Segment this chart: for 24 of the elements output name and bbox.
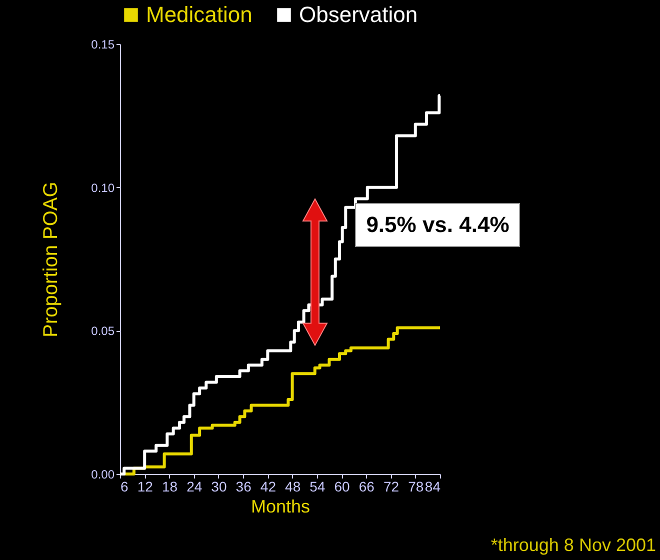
- x-tick-label: 66: [358, 478, 375, 494]
- text: *through 8 Nov 2001: [490, 535, 656, 556]
- x-tick-label: 18: [162, 478, 178, 494]
- x-tick-label: 60: [334, 478, 350, 494]
- x-tick-label: 24: [186, 478, 202, 494]
- y-tick-label: 0.10: [91, 180, 115, 195]
- x-tick-label: 72: [383, 478, 400, 494]
- y-tick-label: 0.15: [91, 38, 115, 52]
- x-tick-label: 12: [137, 478, 154, 494]
- y-tick-label: 0.00: [91, 468, 115, 482]
- legend-label: Medication: [146, 2, 252, 27]
- x-tick-label: 36: [236, 478, 252, 494]
- x-tick-label: 78: [408, 478, 424, 494]
- x-tick-label: 84: [424, 478, 441, 494]
- x-tick-label: 6: [120, 478, 128, 494]
- legend-label: Observation: [299, 2, 418, 27]
- x-tick-label: 54: [310, 478, 326, 494]
- x-tick-label: 30: [211, 478, 227, 494]
- x-tick-label: 48: [285, 478, 301, 494]
- y-axis-title: Proportion POAG: [40, 182, 62, 338]
- y-tick-label: 0.05: [91, 324, 115, 338]
- x-tick-label: 42: [260, 478, 276, 494]
- annotation: 9.5% vs. 4.4%: [355, 202, 520, 247]
- x-axis-title: Months: [250, 496, 310, 516]
